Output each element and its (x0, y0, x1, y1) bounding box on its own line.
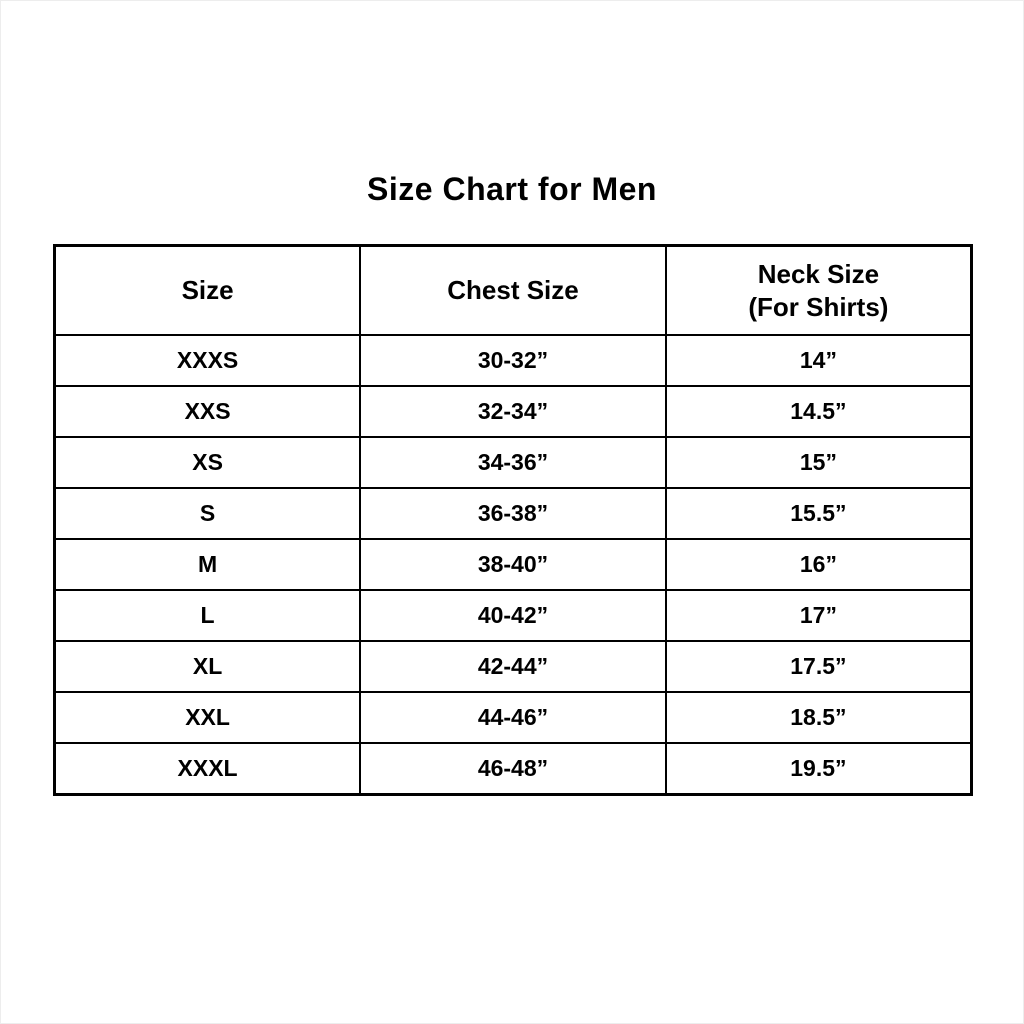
page-title: Size Chart for Men (367, 171, 657, 207)
cell-size: L (53, 589, 362, 642)
cell-neck-size: 18.5” (664, 691, 973, 744)
cell-size: XXS (53, 385, 362, 438)
cell-neck-size: 14.5” (664, 385, 973, 438)
table-row: S 36-38” 15.5” (53, 487, 973, 540)
cell-chest-size: 42-44” (359, 640, 667, 693)
cell-neck-size: 16” (664, 538, 973, 591)
cell-size: XXXL (53, 742, 362, 796)
cell-size: S (53, 487, 362, 540)
cell-size: XXL (53, 691, 362, 744)
column-header-neck-size-line1: Neck Size (757, 259, 880, 289)
cell-neck-size: 14” (664, 334, 973, 387)
cell-size: XL (53, 640, 362, 693)
cell-chest-size: 40-42” (359, 589, 667, 642)
cell-size: M (53, 538, 362, 591)
cell-neck-size: 17.5” (664, 640, 973, 693)
column-header-chest-size: Chest Size (359, 244, 667, 336)
cell-chest-size: 30-32” (359, 334, 667, 387)
table-row: XXXL 46-48” 19.5” (53, 742, 973, 796)
size-table: Size Chest Size Neck Size (For Shirts) X… (53, 244, 973, 796)
table-row: XL 42-44” 17.5” (53, 640, 973, 693)
table-row: XS 34-36” 15” (53, 436, 973, 489)
table-row: XXL 44-46” 18.5” (53, 691, 973, 744)
cell-neck-size: 17” (664, 589, 973, 642)
header-row: Size Chest Size Neck Size (For Shirts) (53, 244, 973, 336)
cell-chest-size: 36-38” (359, 487, 667, 540)
cell-neck-size: 15” (664, 436, 973, 489)
cell-size: XS (53, 436, 362, 489)
cell-neck-size: 15.5” (664, 487, 973, 540)
cell-size: XXXS (53, 334, 362, 387)
cell-neck-size: 19.5” (664, 742, 973, 796)
cell-chest-size: 32-34” (359, 385, 667, 438)
cell-chest-size: 44-46” (359, 691, 667, 744)
table-row: M 38-40” 16” (53, 538, 973, 591)
column-header-size: Size (53, 244, 362, 336)
cell-chest-size: 38-40” (359, 538, 667, 591)
cell-chest-size: 34-36” (359, 436, 667, 489)
table-row: XXS 32-34” 14.5” (53, 385, 973, 438)
table-row: XXXS 30-32” 14” (53, 334, 973, 387)
table-row: L 40-42” 17” (53, 589, 973, 642)
column-header-neck-size: Neck Size (For Shirts) (664, 244, 973, 336)
cell-chest-size: 46-48” (359, 742, 667, 796)
column-header-neck-size-line2: (For Shirts) (748, 291, 889, 322)
